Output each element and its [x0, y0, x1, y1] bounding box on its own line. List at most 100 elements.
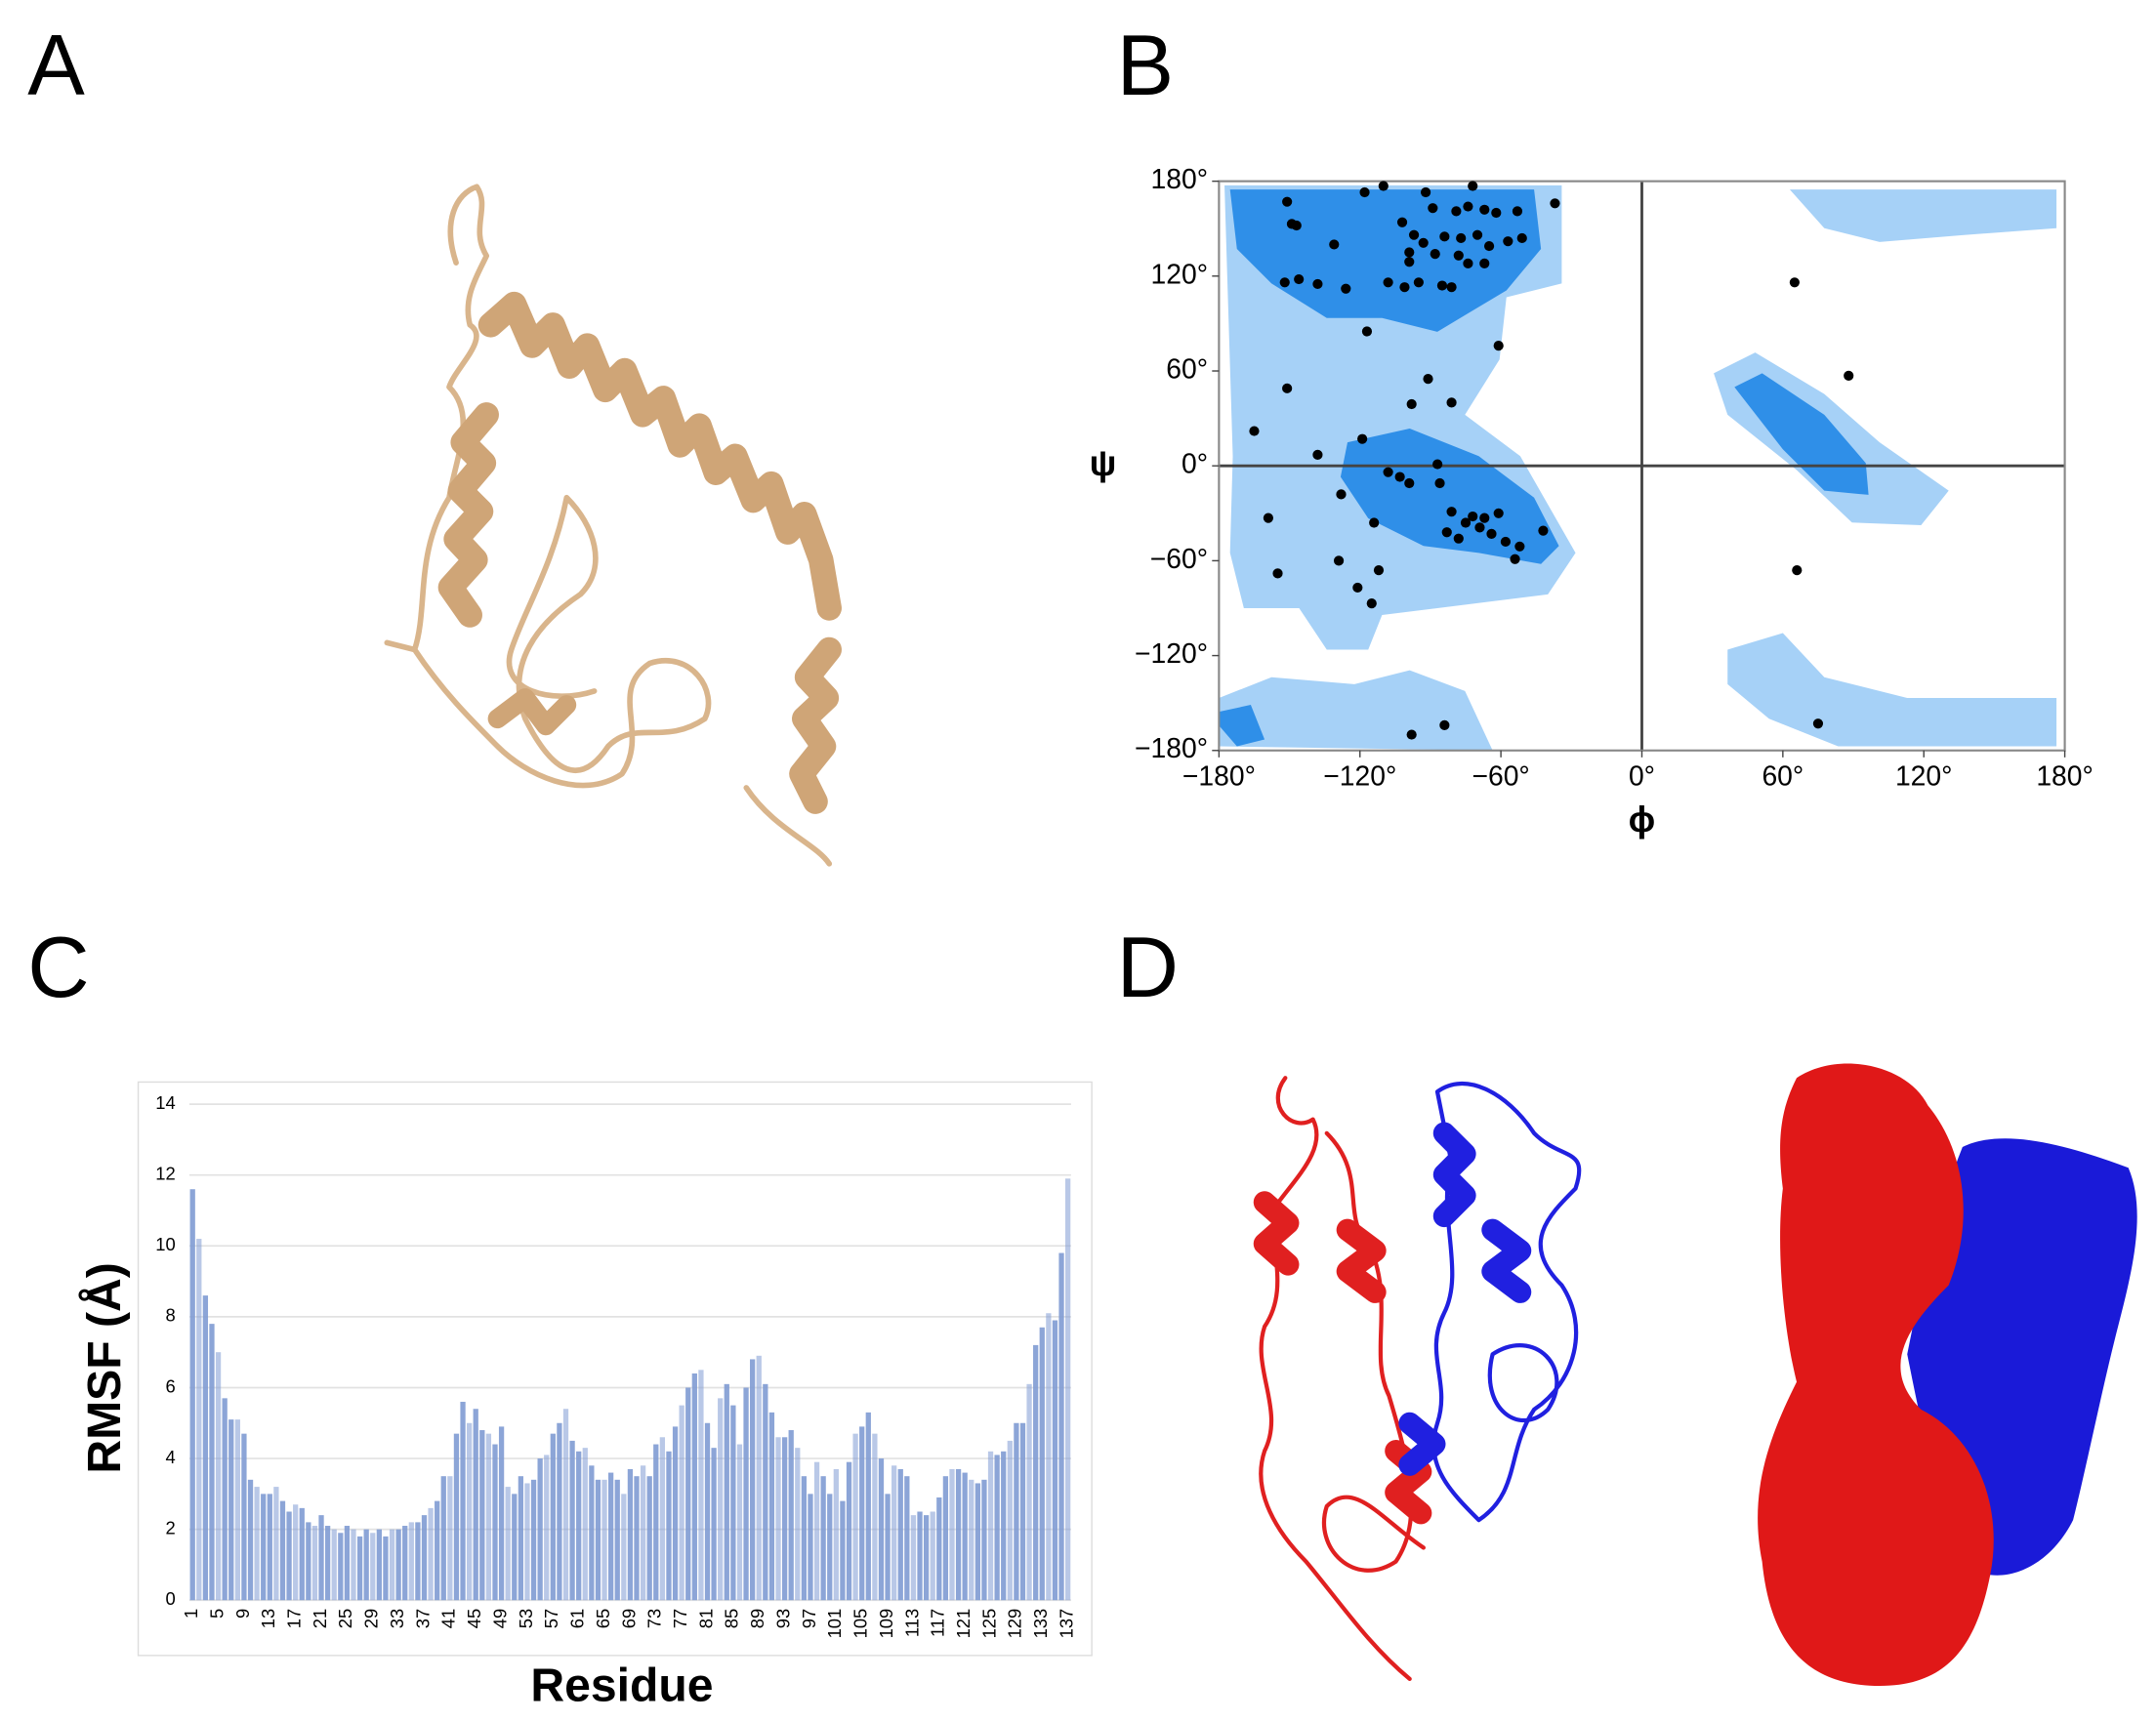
data-point	[1493, 340, 1504, 351]
bar	[479, 1430, 485, 1601]
bar	[273, 1487, 279, 1601]
y-tick-label: 120°	[1151, 258, 1209, 289]
bar	[1007, 1440, 1013, 1601]
bar	[795, 1448, 801, 1601]
bar	[356, 1536, 363, 1601]
x-tick-label: 9	[232, 1609, 253, 1619]
data-point	[1341, 283, 1351, 294]
data-point	[1514, 541, 1525, 552]
data-point	[1510, 554, 1520, 564]
bar	[318, 1515, 324, 1601]
y-tick-label: 180°	[1151, 163, 1209, 194]
bar	[537, 1458, 543, 1601]
bar	[878, 1458, 885, 1601]
bar	[267, 1494, 272, 1601]
bar	[209, 1324, 215, 1601]
data-point	[1329, 239, 1340, 250]
bar	[627, 1468, 634, 1601]
data-point	[1446, 282, 1457, 293]
data-point	[1503, 236, 1513, 247]
y-tick-label: −180°	[1135, 732, 1208, 763]
x-tick-label: 109	[876, 1609, 896, 1639]
data-point	[1421, 186, 1431, 198]
data-point	[1439, 231, 1450, 242]
bar	[569, 1440, 575, 1601]
bar	[781, 1437, 788, 1601]
x-tick-label: 57	[541, 1609, 561, 1628]
bar	[840, 1500, 846, 1601]
data-point	[1428, 203, 1438, 214]
x-tick-label: 29	[361, 1609, 382, 1628]
bar	[621, 1494, 627, 1601]
dimer-cartoon	[1253, 1076, 1582, 1682]
bar	[827, 1494, 833, 1601]
y-axis-title: RMSF (Å)	[78, 1262, 131, 1473]
data-point	[1359, 186, 1370, 198]
bar	[981, 1479, 987, 1601]
data-point	[1383, 277, 1393, 288]
bar	[801, 1476, 808, 1601]
bar	[402, 1526, 408, 1601]
bar	[247, 1479, 254, 1601]
bar	[768, 1412, 775, 1601]
data-point	[1844, 370, 1854, 381]
bar	[1014, 1422, 1019, 1601]
bar	[589, 1465, 595, 1601]
data-point	[1413, 277, 1424, 288]
bar	[524, 1483, 530, 1601]
bar	[512, 1494, 518, 1601]
x-tick-label: 120°	[1895, 760, 1953, 792]
data-point	[1432, 459, 1443, 470]
data-point	[1463, 258, 1473, 268]
bar	[466, 1422, 473, 1601]
bar	[286, 1511, 292, 1601]
x-tick-label: 61	[567, 1609, 588, 1628]
x-tick-label: 133	[1030, 1609, 1051, 1639]
x-tick-label: 77	[670, 1609, 690, 1628]
x-tick-label: 5	[206, 1609, 227, 1619]
bar	[299, 1507, 305, 1601]
x-tick-label: 85	[722, 1609, 742, 1628]
data-point	[1418, 237, 1429, 248]
bar	[646, 1476, 652, 1601]
bar	[351, 1529, 356, 1601]
data-point	[1436, 280, 1448, 291]
bar	[904, 1476, 910, 1601]
y-tick-label: 14	[155, 1092, 175, 1113]
data-point	[1453, 533, 1464, 544]
bar	[505, 1487, 511, 1601]
bar	[788, 1430, 794, 1601]
panel-label: C	[27, 920, 89, 1015]
data-point	[1333, 555, 1345, 566]
data-point	[1516, 232, 1527, 244]
bar	[659, 1437, 666, 1601]
x-tick-label: 73	[644, 1609, 665, 1628]
panel-label: A	[27, 18, 85, 113]
data-point	[1406, 729, 1417, 740]
bar	[666, 1451, 672, 1601]
bar	[344, 1526, 351, 1601]
bar	[653, 1444, 659, 1601]
data-point	[1439, 719, 1450, 730]
data-point	[1550, 198, 1560, 209]
data-point	[1406, 398, 1417, 410]
bar	[485, 1433, 492, 1601]
data-point	[1404, 247, 1415, 258]
x-tick-label: 0°	[1629, 760, 1655, 792]
data-point	[1812, 718, 1824, 729]
bar	[557, 1422, 562, 1601]
x-tick-label: 89	[747, 1609, 767, 1628]
bar	[852, 1433, 858, 1601]
x-tick-label: 121	[953, 1609, 974, 1639]
y-tick-label: 8	[166, 1305, 176, 1326]
bar	[917, 1511, 923, 1601]
x-tick-label: 81	[695, 1609, 716, 1628]
bar	[685, 1387, 691, 1601]
data-point	[1361, 326, 1373, 337]
bar	[698, 1370, 704, 1601]
bar	[891, 1465, 897, 1601]
bar	[994, 1455, 1000, 1601]
data-point	[1282, 383, 1293, 393]
bar	[518, 1476, 523, 1601]
